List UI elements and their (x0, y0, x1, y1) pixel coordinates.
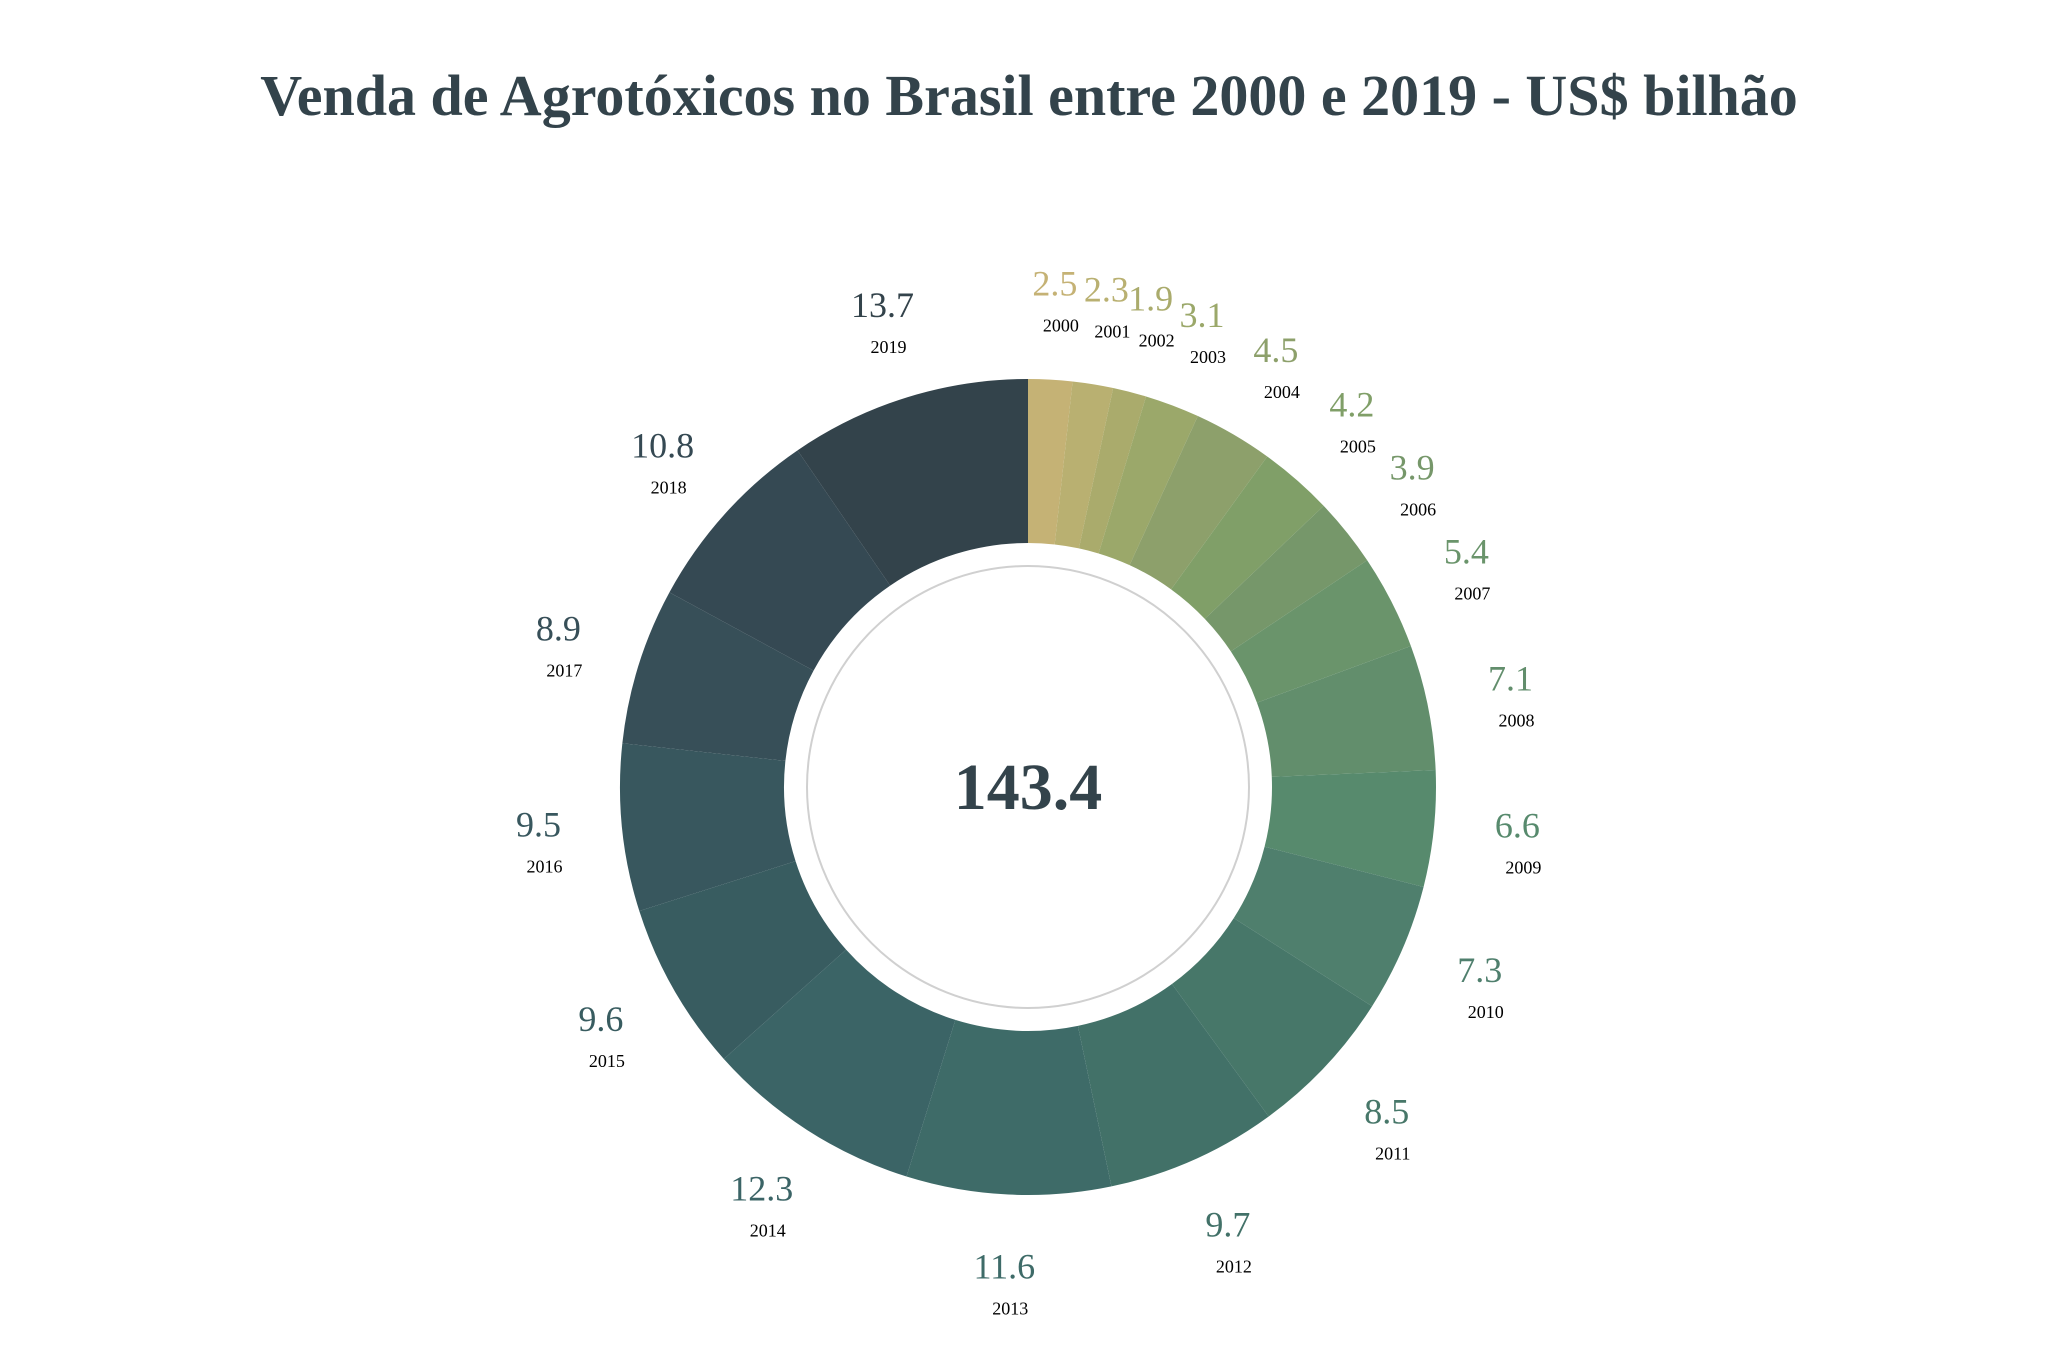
slice-2002 (1078, 387, 1147, 554)
value-label-2007: 5.4 (1444, 532, 1489, 572)
year-label-2003: 2003 (1190, 347, 1226, 367)
year-label-2008: 2008 (1498, 711, 1534, 731)
inner-ring (806, 565, 1250, 1009)
value-label-2004: 4.5 (1253, 330, 1298, 370)
slice-2011 (1171, 918, 1373, 1117)
value-label-2008: 7.1 (1488, 659, 1533, 699)
slice-2010 (1233, 846, 1424, 1007)
year-label-2013: 2013 (992, 1298, 1028, 1318)
year-label-2002: 2002 (1139, 331, 1175, 351)
year-label-2017: 2017 (546, 661, 582, 681)
slice-2009 (1264, 770, 1436, 887)
slice-2000 (1028, 379, 1073, 545)
slice-2018 (669, 450, 891, 671)
slice-2016 (619, 743, 796, 912)
year-label-2007: 2007 (1454, 584, 1490, 604)
slice-2015 (639, 861, 847, 1059)
value-label-2016: 9.5 (516, 804, 561, 844)
slice-2019 (797, 379, 1028, 586)
year-label-2011: 2011 (1375, 1144, 1410, 1164)
value-label-2011: 8.5 (1364, 1092, 1409, 1132)
value-label-2012: 9.7 (1205, 1205, 1250, 1245)
year-label-2019: 2019 (871, 337, 907, 357)
year-label-2001: 2001 (1094, 321, 1130, 341)
year-label-2006: 2006 (1400, 500, 1436, 520)
slice-2004 (1129, 416, 1268, 590)
value-label-2002: 1.9 (1128, 279, 1173, 319)
year-label-2012: 2012 (1216, 1257, 1252, 1277)
value-label-2017: 8.9 (536, 609, 581, 649)
slice-2005 (1171, 456, 1324, 619)
year-label-2018: 2018 (651, 477, 687, 497)
year-label-2010: 2010 (1468, 1002, 1504, 1022)
value-label-2000: 2.5 (1032, 264, 1077, 304)
value-label-2013: 11.6 (973, 1246, 1035, 1286)
slice-2007 (1230, 560, 1411, 703)
value-label-2018: 10.8 (631, 425, 694, 465)
year-label-2009: 2009 (1505, 858, 1541, 878)
chart-title: Venda de Agrotóxicos no Brasil entre 200… (260, 63, 1798, 128)
year-label-2000: 2000 (1043, 316, 1079, 336)
slice-2006 (1204, 505, 1368, 652)
slice-2012 (1077, 984, 1269, 1187)
year-label-2014: 2014 (750, 1221, 786, 1241)
center-total: 143.4 (954, 751, 1103, 824)
slice-2003 (1098, 396, 1198, 566)
value-label-2006: 3.9 (1390, 448, 1435, 488)
value-label-2003: 3.1 (1180, 295, 1225, 335)
slice-2014 (723, 949, 956, 1177)
value-label-2005: 4.2 (1329, 385, 1374, 425)
year-label-2005: 2005 (1340, 437, 1376, 457)
slice-2001 (1054, 381, 1114, 549)
year-label-2015: 2015 (589, 1051, 625, 1071)
value-label-2009: 6.6 (1495, 806, 1540, 846)
value-label-2014: 12.3 (730, 1169, 793, 1209)
value-label-2015: 9.6 (578, 999, 623, 1039)
slice-2017 (622, 592, 814, 761)
value-label-2001: 2.3 (1084, 269, 1129, 309)
value-label-2019: 13.7 (851, 285, 914, 325)
year-label-2016: 2016 (526, 856, 562, 876)
slice-2013 (906, 1019, 1112, 1195)
year-label-2004: 2004 (1264, 382, 1300, 402)
slice-2008 (1256, 646, 1436, 777)
value-label-2010: 7.3 (1457, 950, 1502, 990)
